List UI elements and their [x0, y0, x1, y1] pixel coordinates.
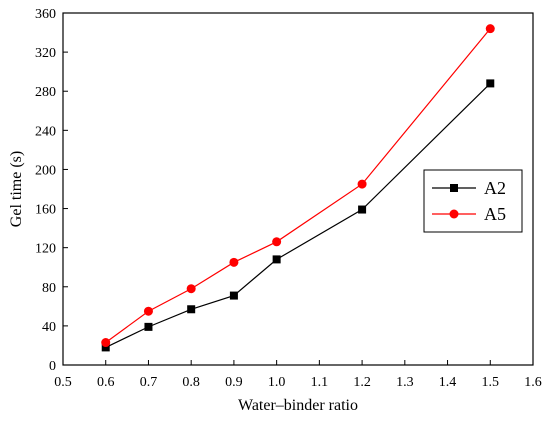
data-point-a2-5 — [358, 205, 367, 214]
y-tick-label-1: 40 — [42, 320, 56, 335]
data-point-a5-3 — [229, 257, 239, 267]
y-tick-label-4: 160 — [35, 203, 56, 218]
y-tick-label-7: 280 — [35, 85, 56, 100]
y-tick-label-9: 360 — [35, 7, 56, 22]
axis-ticks: 0.5 0.6 0.7 0.8 0.9 1.0 1.1 1.2 1.3 1.4 1.5 1.6 0 40 8… — [35, 7, 542, 390]
x-tick-label-7: 1.2 — [353, 375, 371, 390]
legend-label-a2: A2 — [484, 178, 506, 198]
data-point-a2-0 — [101, 343, 110, 352]
data-point-a2-6 — [486, 79, 495, 88]
x-tick-label-5: 1.0 — [268, 375, 286, 390]
y-tick-label-3: 120 — [35, 242, 56, 257]
data-point-a5-5 — [357, 179, 367, 189]
y-tick-label-0: 0 — [49, 359, 56, 374]
legend-box — [423, 169, 523, 233]
x-tick-label-11: 1.6 — [524, 375, 542, 390]
legend-label-a5: A5 — [484, 204, 506, 224]
x-tick-label-6: 1.1 — [311, 375, 329, 390]
y-tick-label-8: 320 — [35, 46, 56, 61]
y-axis-label: Gel time (s) — [8, 151, 25, 227]
plot-layer — [101, 24, 495, 352]
data-point-a2-2 — [187, 305, 196, 314]
x-tick-label-3: 0.8 — [182, 375, 200, 390]
y-tick-label-5: 200 — [35, 163, 56, 178]
x-tick-label-8: 1.3 — [396, 375, 414, 390]
data-point-a2-4 — [272, 255, 281, 264]
data-point-a5-1 — [143, 306, 153, 316]
data-point-a2-3 — [229, 291, 238, 300]
x-tick-label-0: 0.5 — [54, 375, 72, 390]
plot-area-frame — [62, 12, 534, 366]
x-tick-label-1: 0.6 — [97, 375, 115, 390]
x-tick-label-4: 0.9 — [225, 375, 243, 390]
y-tick-label-6: 240 — [35, 124, 56, 139]
data-point-a5-4 — [272, 237, 282, 247]
x-tick-label-9: 1.4 — [439, 375, 457, 390]
x-tick-label-2: 0.7 — [140, 375, 158, 390]
x-axis-label: Water–binder ratio — [238, 397, 358, 414]
data-point-a5-2 — [186, 284, 196, 294]
y-tick-label-2: 80 — [42, 281, 56, 296]
x-tick-label-10: 1.5 — [482, 375, 500, 390]
data-point-a5-0 — [101, 338, 111, 348]
legend-marker-a5 — [449, 209, 459, 219]
data-point-a2-1 — [144, 322, 153, 331]
data-point-a5-6 — [485, 24, 495, 34]
legend-marker-a2 — [450, 184, 458, 192]
